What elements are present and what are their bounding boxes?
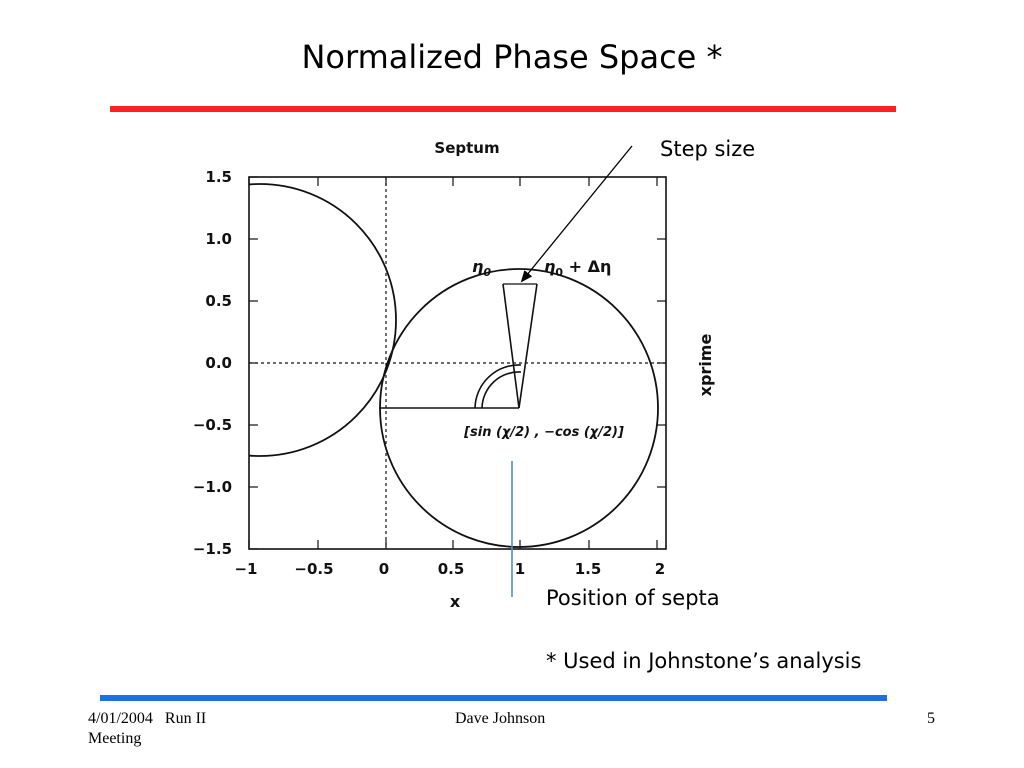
eta0-line [502,283,520,409]
y-tick-label: −1.5 [193,540,232,558]
y-tick-labels: 1.5 1.0 0.5 0.0 −0.5 −1.0 −1.5 [193,168,232,558]
slide-title: Normalized Phase Space * [301,38,723,76]
x-tick-label: 1 [515,560,525,578]
footer-author: Dave Johnson [455,710,546,727]
eta-delta-label: η0 + Δη [544,257,611,279]
y-tick-label: −1.0 [193,478,232,496]
y-tick-label: 1.5 [205,168,232,186]
footer-meeting-line: Meeting [88,730,142,747]
x-tick-label: −0.5 [294,560,333,578]
x-axis-label: x [450,592,461,611]
step-size-arrow [520,145,633,283]
step-size-annotation: Step size [660,137,756,161]
x-tick-label: 0.5 [438,560,465,578]
eta-delta-line [518,283,538,409]
septa-annotation: Position of septa [546,586,720,610]
angle-arc-outer [474,364,522,409]
x-tick-label: 1.5 [575,560,602,578]
y-axis-label: xprime [696,334,715,397]
footnote: * Used in Johnstone’s analysis [546,649,862,673]
y-tick-label: 0.5 [205,292,232,310]
x-tick-label: 2 [655,560,665,578]
footer-date-run: 4/01/2004 Run II Meeting [88,710,206,748]
footer-date-line: 4/01/2004 Run II [88,710,207,727]
y-tick-label: −0.5 [193,416,232,434]
center-coordinate-label: [sin (χ/2) , −cos (χ/2)] [463,425,624,440]
y-tick-label: 1.0 [205,230,232,248]
title-divider [110,106,896,112]
left-circle [249,183,397,457]
x-tick-labels: −1 −0.5 0 0.5 1 1.5 2 [234,560,665,578]
y-tick-label: 0.0 [205,354,232,372]
x-tick-label: 0 [379,560,389,578]
figure-title: Septum [434,139,499,157]
footer-divider [100,695,887,701]
angle-arc-inner [481,371,522,409]
x-tick-label: −1 [234,560,257,578]
page-number: 5 [927,710,935,727]
eta0-label: η0 [472,257,491,279]
